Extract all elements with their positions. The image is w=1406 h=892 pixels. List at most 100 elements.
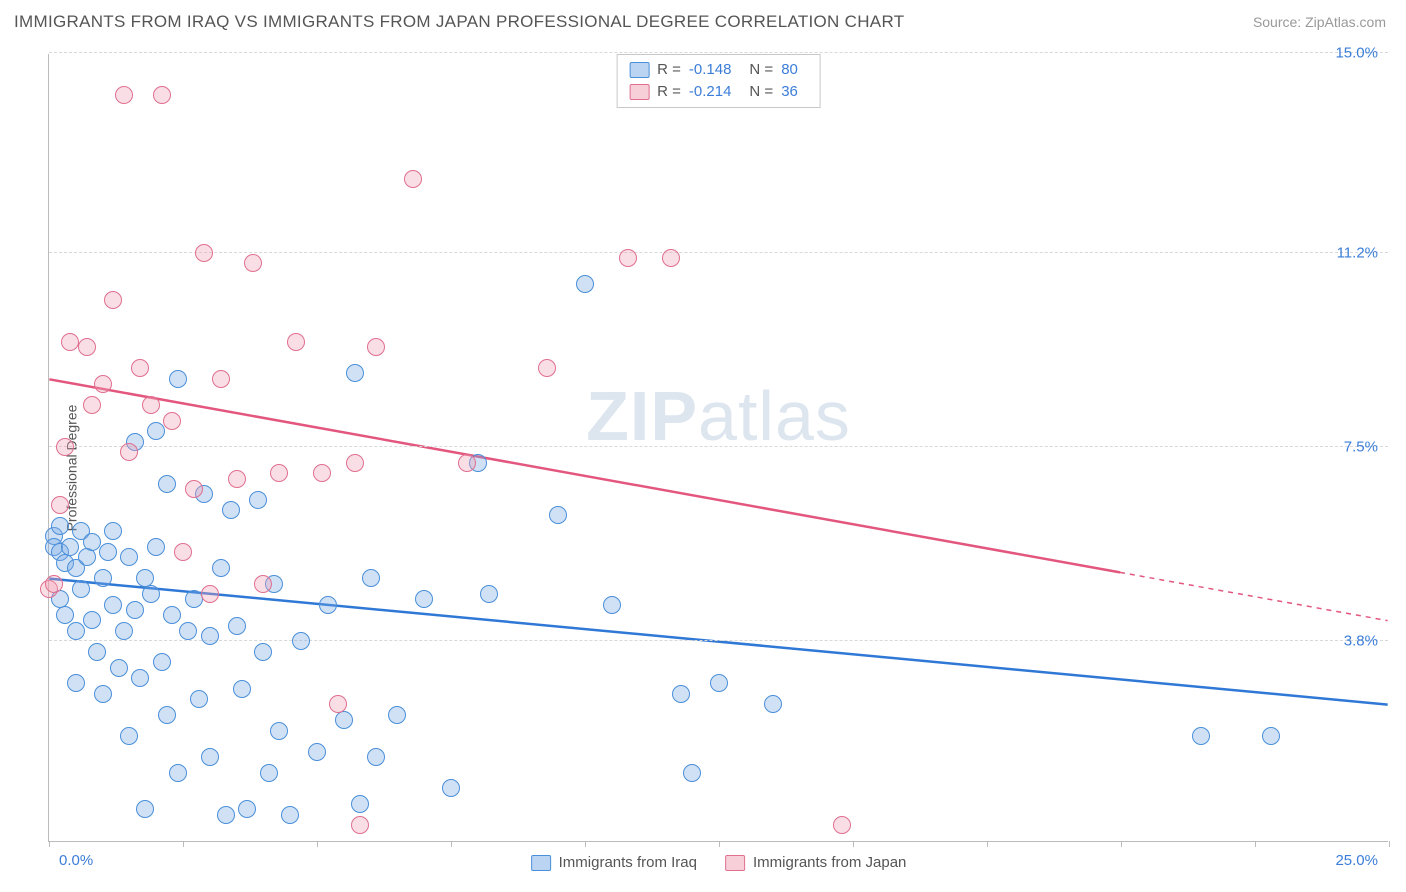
data-point — [131, 359, 149, 377]
data-point — [287, 333, 305, 351]
x-max-label: 25.0% — [1335, 852, 1378, 869]
data-point — [142, 396, 160, 414]
data-point — [51, 496, 69, 514]
data-point — [228, 617, 246, 635]
swatch-iraq-icon — [531, 855, 551, 871]
y-tick-label: 7.5% — [1344, 439, 1378, 456]
data-point — [346, 454, 364, 472]
data-point — [104, 291, 122, 309]
legend-row-iraq: R = -0.148 N = 80 — [629, 59, 808, 81]
x-tick — [1121, 841, 1122, 847]
data-point — [104, 596, 122, 614]
data-point — [764, 695, 782, 713]
data-point — [212, 370, 230, 388]
data-point — [329, 695, 347, 713]
data-point — [158, 475, 176, 493]
data-point — [351, 816, 369, 834]
data-point — [619, 249, 637, 267]
data-point — [185, 480, 203, 498]
data-point — [153, 86, 171, 104]
data-point — [281, 806, 299, 824]
legend-item-iraq: Immigrants from Iraq — [531, 854, 697, 871]
data-point — [313, 464, 331, 482]
data-point — [179, 622, 197, 640]
data-point — [388, 706, 406, 724]
data-point — [367, 748, 385, 766]
data-point — [458, 454, 476, 472]
data-point — [415, 590, 433, 608]
data-point — [78, 548, 96, 566]
source-link[interactable]: ZipAtlas.com — [1305, 14, 1386, 30]
swatch-japan-icon — [725, 855, 745, 871]
data-point — [67, 622, 85, 640]
chart-container: Professional Degree ZIPatlas R = -0.148 … — [0, 44, 1406, 892]
data-point — [672, 685, 690, 703]
data-point — [104, 522, 122, 540]
data-point — [72, 580, 90, 598]
x-tick — [585, 841, 586, 847]
gridline — [49, 252, 1388, 253]
data-point — [131, 669, 149, 687]
data-point — [335, 711, 353, 729]
swatch-japan — [629, 84, 649, 100]
data-point — [136, 800, 154, 818]
data-point — [120, 443, 138, 461]
y-tick-label: 3.8% — [1344, 633, 1378, 650]
y-tick-label: 15.0% — [1335, 45, 1378, 62]
data-point — [244, 254, 262, 272]
x-tick — [987, 841, 988, 847]
data-point — [174, 543, 192, 561]
data-point — [1192, 727, 1210, 745]
data-point — [367, 338, 385, 356]
data-point — [147, 422, 165, 440]
data-point — [603, 596, 621, 614]
data-point — [222, 501, 240, 519]
gridline — [49, 640, 1388, 641]
data-point — [126, 601, 144, 619]
data-point — [319, 596, 337, 614]
data-point — [683, 764, 701, 782]
correlation-legend: R = -0.148 N = 80 R = -0.214 N = 36 — [616, 54, 821, 108]
data-point — [142, 585, 160, 603]
gridline — [49, 52, 1388, 53]
data-point — [833, 816, 851, 834]
data-point — [346, 364, 364, 382]
data-point — [308, 743, 326, 761]
data-point — [51, 517, 69, 535]
data-point — [110, 659, 128, 677]
gridline — [49, 446, 1388, 447]
data-point — [94, 375, 112, 393]
data-point — [254, 575, 272, 593]
data-point — [254, 643, 272, 661]
data-point — [662, 249, 680, 267]
data-point — [153, 653, 171, 671]
x-tick — [317, 841, 318, 847]
data-point — [404, 170, 422, 188]
data-point — [228, 470, 246, 488]
data-point — [270, 464, 288, 482]
data-point — [576, 275, 594, 293]
plot-area: ZIPatlas R = -0.148 N = 80 R = -0.214 N … — [48, 54, 1388, 842]
data-point — [99, 543, 117, 561]
source-attribution: Source: ZipAtlas.com — [1253, 14, 1386, 30]
data-point — [260, 764, 278, 782]
data-point — [351, 795, 369, 813]
data-point — [1262, 727, 1280, 745]
data-point — [212, 559, 230, 577]
x-tick — [1389, 841, 1390, 847]
data-point — [120, 548, 138, 566]
data-point — [56, 438, 74, 456]
data-point — [158, 706, 176, 724]
data-point — [270, 722, 288, 740]
data-point — [83, 396, 101, 414]
y-tick-label: 11.2% — [1337, 244, 1378, 261]
data-point — [115, 622, 133, 640]
data-point — [83, 611, 101, 629]
data-point — [94, 685, 112, 703]
data-point — [67, 674, 85, 692]
data-point — [249, 491, 267, 509]
data-point — [238, 800, 256, 818]
data-point — [233, 680, 251, 698]
x-tick — [451, 841, 452, 847]
data-point — [163, 606, 181, 624]
